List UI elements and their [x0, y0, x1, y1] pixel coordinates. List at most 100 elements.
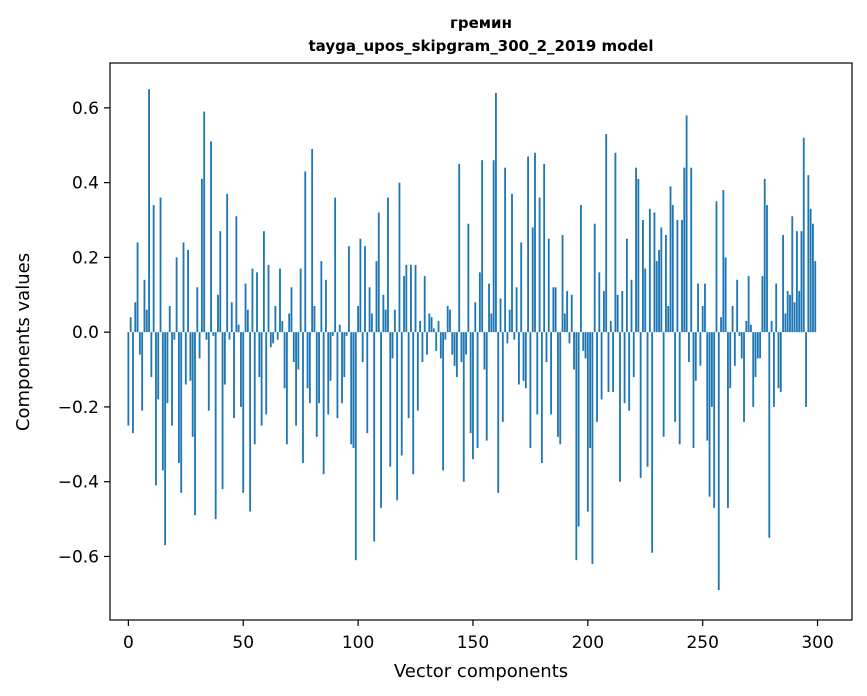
bar — [391, 332, 394, 359]
bar — [237, 324, 240, 333]
bar — [488, 283, 490, 333]
bar — [501, 332, 504, 422]
x-tick-label: 50 — [232, 633, 254, 653]
bar — [226, 193, 229, 333]
bar — [681, 220, 683, 333]
bar — [384, 309, 387, 333]
bar — [194, 332, 196, 516]
bar — [662, 332, 665, 437]
bar — [274, 305, 277, 333]
bar — [772, 332, 775, 407]
bar — [196, 287, 199, 333]
bar — [336, 332, 339, 419]
bar — [214, 332, 217, 520]
bar — [283, 332, 286, 389]
bar — [743, 332, 745, 422]
bar — [786, 291, 789, 333]
bar — [623, 332, 626, 404]
bar — [380, 332, 382, 508]
bar — [598, 272, 601, 333]
plot-frame — [109, 62, 853, 621]
bar — [602, 291, 605, 333]
bar — [596, 332, 598, 422]
bar — [497, 332, 500, 493]
bar — [720, 317, 722, 333]
bar — [770, 320, 773, 333]
bar — [389, 332, 392, 467]
bar — [492, 160, 495, 333]
bar — [421, 332, 424, 363]
bar — [704, 283, 706, 333]
bar — [205, 332, 208, 340]
bar — [249, 332, 252, 512]
bar — [552, 287, 555, 333]
bar — [614, 152, 617, 333]
bar — [152, 205, 155, 333]
bar — [207, 332, 210, 411]
bar — [129, 317, 132, 333]
bar — [325, 279, 327, 333]
bar — [481, 160, 484, 333]
bar — [373, 332, 376, 542]
bar — [706, 332, 709, 441]
bar — [763, 178, 766, 333]
bar — [687, 332, 690, 363]
bar — [591, 332, 594, 564]
bar — [364, 246, 366, 333]
bar — [407, 332, 410, 419]
bar — [554, 287, 557, 333]
bar — [334, 197, 337, 333]
bar — [416, 332, 419, 411]
bar — [442, 332, 445, 471]
bar — [295, 332, 297, 426]
bar — [182, 242, 185, 333]
bar — [320, 261, 323, 333]
bar — [750, 324, 752, 333]
bar — [690, 167, 693, 333]
bar — [782, 234, 784, 333]
bar — [276, 332, 279, 340]
bar — [290, 287, 293, 333]
bar — [345, 332, 348, 336]
x-tick-label: 300 — [801, 633, 833, 653]
bar — [476, 332, 479, 449]
bar — [490, 313, 493, 333]
y-tick-label: 0.2 — [72, 248, 99, 268]
bar — [561, 234, 564, 333]
bar — [798, 291, 801, 333]
bar — [269, 332, 272, 348]
bar — [478, 272, 481, 333]
bar — [692, 332, 695, 449]
bar — [499, 298, 502, 333]
bar — [694, 332, 697, 381]
bar — [343, 332, 346, 378]
bar — [469, 332, 472, 434]
bar — [341, 332, 343, 404]
bar — [462, 332, 465, 482]
bar — [302, 332, 304, 463]
bar — [775, 283, 778, 333]
x-axis: 0 50 100 150 200 250 300 — [123, 620, 834, 653]
bar — [789, 294, 791, 333]
bar — [166, 332, 169, 404]
bar — [449, 309, 451, 333]
bar — [175, 257, 178, 333]
bar — [366, 332, 369, 434]
bar — [791, 216, 794, 333]
bar — [306, 332, 309, 389]
bar — [168, 305, 171, 333]
bar — [455, 332, 458, 378]
bar — [299, 268, 302, 333]
x-tick-label: 0 — [123, 633, 134, 653]
bar — [520, 242, 523, 333]
bar — [605, 134, 608, 333]
bar — [802, 137, 805, 333]
bar — [451, 332, 454, 355]
bar — [398, 182, 401, 333]
bar — [669, 186, 672, 333]
bar — [655, 261, 658, 333]
bar — [736, 279, 739, 333]
bar — [210, 141, 212, 333]
bar — [733, 332, 736, 366]
